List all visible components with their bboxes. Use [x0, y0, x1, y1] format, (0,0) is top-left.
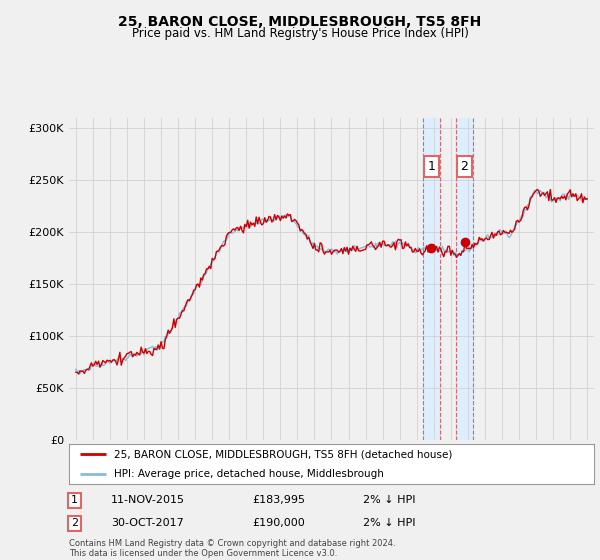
Text: £183,995: £183,995 — [253, 496, 306, 505]
Text: 2: 2 — [460, 160, 468, 173]
Text: Contains HM Land Registry data © Crown copyright and database right 2024.
This d: Contains HM Land Registry data © Crown c… — [69, 539, 395, 558]
Text: 2% ↓ HPI: 2% ↓ HPI — [363, 519, 415, 528]
Text: 2: 2 — [71, 519, 78, 528]
Text: 11-NOV-2015: 11-NOV-2015 — [111, 496, 185, 505]
Text: 2% ↓ HPI: 2% ↓ HPI — [363, 496, 415, 505]
Text: 1: 1 — [428, 160, 436, 173]
Text: 25, BARON CLOSE, MIDDLESBROUGH, TS5 8FH (detached house): 25, BARON CLOSE, MIDDLESBROUGH, TS5 8FH … — [113, 449, 452, 459]
Text: £190,000: £190,000 — [253, 519, 305, 528]
Text: 1: 1 — [71, 496, 78, 505]
Bar — [423, 118, 440, 440]
Bar — [456, 118, 473, 440]
Text: 25, BARON CLOSE, MIDDLESBROUGH, TS5 8FH: 25, BARON CLOSE, MIDDLESBROUGH, TS5 8FH — [118, 15, 482, 29]
Text: 30-OCT-2017: 30-OCT-2017 — [111, 519, 184, 528]
Text: HPI: Average price, detached house, Middlesbrough: HPI: Average price, detached house, Midd… — [113, 469, 383, 479]
Text: Price paid vs. HM Land Registry's House Price Index (HPI): Price paid vs. HM Land Registry's House … — [131, 27, 469, 40]
